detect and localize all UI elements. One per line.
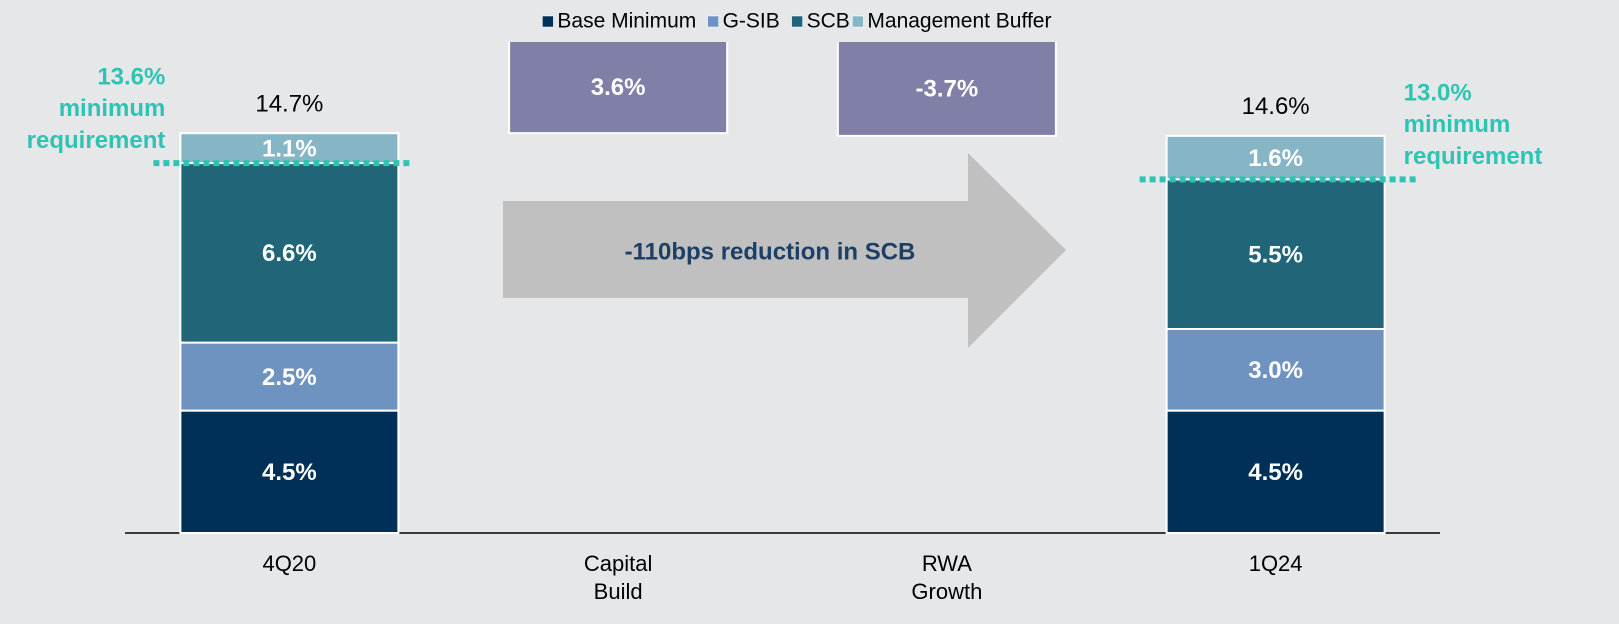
legend-label: Base Minimum [557,10,696,33]
bar-segment [1165,178,1386,330]
value-label: 3.6% [591,74,646,101]
bar-segment [179,409,400,535]
change-bar [836,42,1057,137]
value-label: 3.0% [1248,357,1303,384]
legend-swatch [791,15,803,28]
total-label: 14.7% [255,91,323,118]
value-label: 1.1% [262,135,317,162]
bar-segment [179,162,400,344]
annotation: -110bps reduction in SCB [625,238,916,265]
value-label: 4.5% [1248,459,1303,486]
change-bar [508,42,729,135]
value-label: 4.5% [262,459,317,486]
value-label: 2.5% [262,364,317,391]
value-label: 6.6% [262,240,317,267]
min-requirement-value: 13.0% [1404,79,1472,106]
x-tick-label: 1Q24 [1249,551,1303,576]
legend-label: SCB [807,10,850,33]
x-tick-label: 4Q20 [262,551,316,576]
min-requirement-text: minimum requirement [27,95,166,154]
bar-segment [179,132,400,165]
legend-swatch [852,15,864,28]
x-tick-label: RWA Growth [911,551,982,604]
min-requirement-value: 13.6% [97,63,165,90]
legend-swatch [707,15,719,28]
legend-label: G-SIB [723,10,780,33]
value-label: 5.5% [1248,242,1303,269]
value-label: 1.6% [1248,145,1303,172]
bar-segment [1165,409,1386,535]
value-label: -3.7% [916,75,979,102]
legend-label: Management Buffer [867,10,1051,33]
arrow [503,153,1066,348]
total-label: 14.6% [1242,93,1310,120]
legend-swatch [542,15,554,28]
bar-segment [179,341,400,412]
x-tick-label: Capital Build [584,551,652,604]
min-requirement-text: minimum requirement [1404,111,1543,170]
